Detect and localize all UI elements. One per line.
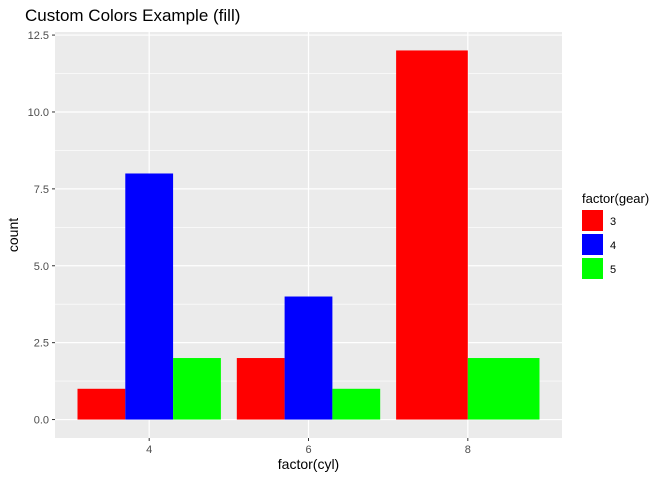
x-tick-label: 8 <box>465 444 471 456</box>
x-axis-title: factor(cyl) <box>278 456 339 472</box>
y-tick-label: 10.0 <box>28 107 49 119</box>
y-tick-label: 2.5 <box>34 338 49 350</box>
y-tick-label: 0.0 <box>34 415 49 427</box>
y-tick-label: 12.5 <box>28 30 49 42</box>
legend-key-5 <box>582 258 603 279</box>
bar-8-gear-5 <box>467 358 540 420</box>
legend-label-5: 5 <box>610 264 616 276</box>
x-tick-label: 4 <box>146 444 152 456</box>
bar-6-gear-4 <box>284 296 333 420</box>
y-axis-title: count <box>5 218 21 252</box>
legend-label-3: 3 <box>610 216 616 228</box>
x-tick-label: 6 <box>305 444 311 456</box>
legend-title: factor(gear) <box>582 191 649 206</box>
bar-6-gear-5 <box>332 388 381 420</box>
chart-title: Custom Colors Example (fill) <box>25 6 240 25</box>
legend: factor(gear) 3 4 5 <box>582 191 649 279</box>
legend-key-3 <box>582 210 603 231</box>
legend-label-4: 4 <box>610 240 616 252</box>
y-tick-label: 5.0 <box>34 261 49 273</box>
bar-6-gear-3 <box>236 358 285 420</box>
bar-4-gear-5 <box>173 358 221 420</box>
bar-4-gear-3 <box>77 388 126 420</box>
bars <box>77 50 540 420</box>
bar-8-gear-3 <box>396 50 468 420</box>
legend-key-4 <box>582 234 603 255</box>
y-tick-label: 7.5 <box>34 184 49 196</box>
bar-4-gear-4 <box>125 173 174 420</box>
axes: 0.0 2.5 5.0 7.5 10.0 12.5 4 6 8 <box>28 30 471 456</box>
